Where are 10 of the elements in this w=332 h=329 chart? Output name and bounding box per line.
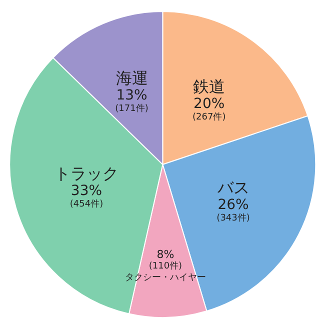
slice-label: 海運 [116, 68, 148, 88]
slice-label: 鉄道 [193, 76, 226, 96]
slice-label: バス [216, 178, 250, 198]
slice-label: タクシー・ハイヤー [124, 272, 206, 283]
data-label: 8% (110件) [148, 248, 182, 272]
slice-label: トラック [54, 164, 118, 184]
data-label: 20% (267件) [192, 96, 226, 122]
data-label: 33% (454件) [70, 183, 104, 210]
data-label: 26% (343件) [216, 197, 250, 224]
data-label: 13% (171件) [115, 87, 148, 114]
